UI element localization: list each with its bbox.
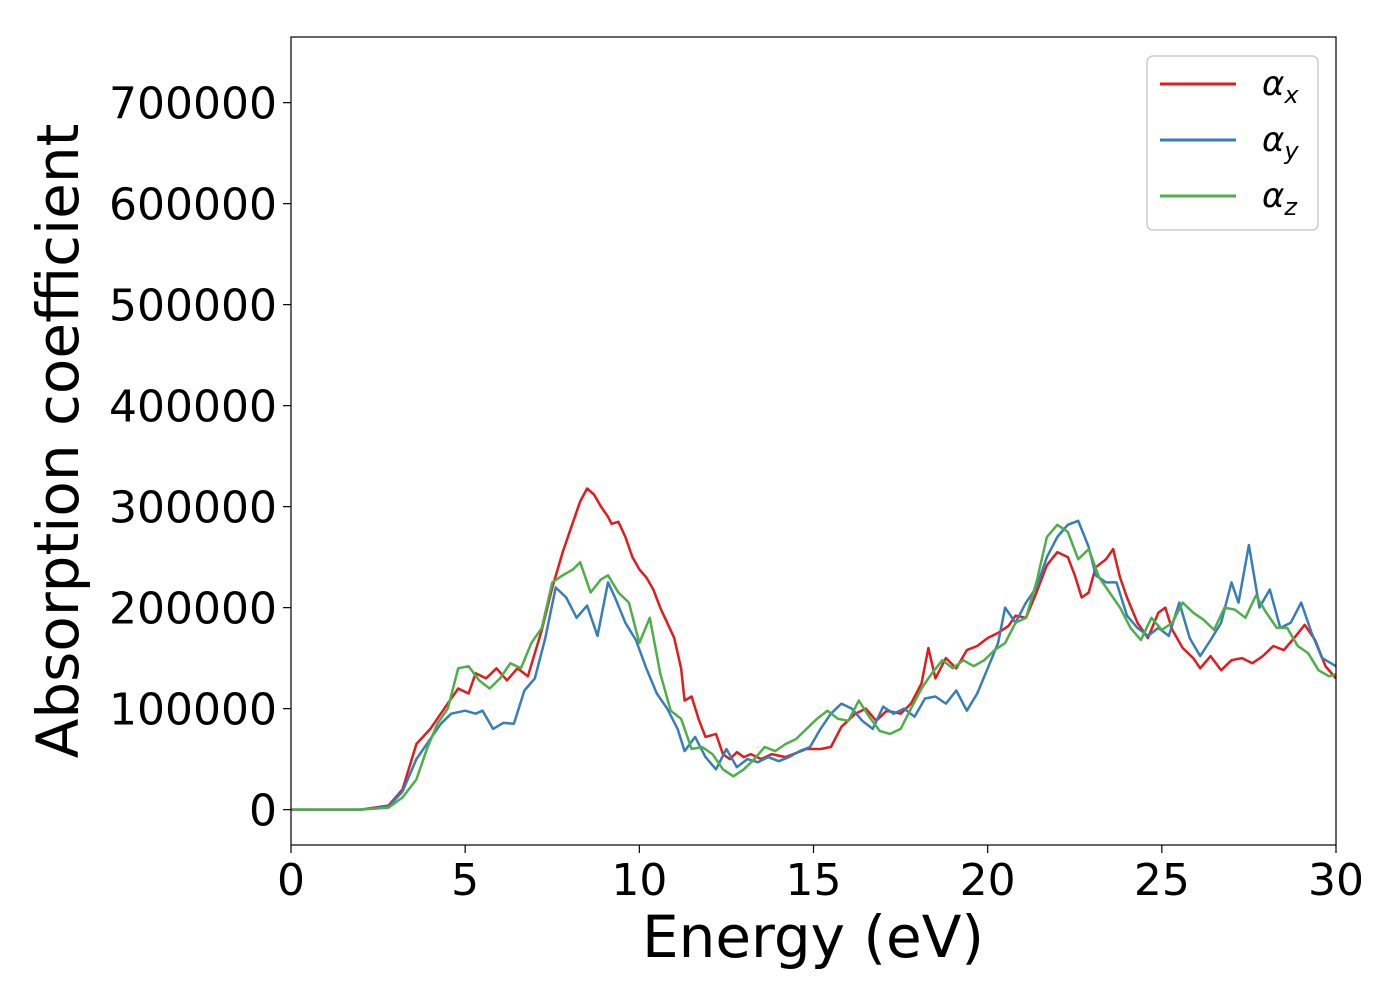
legend-label-alpha-x: αx (1262, 64, 1299, 109)
x-axis-label: Energy (eV) (642, 903, 984, 971)
y-tick-label: 200000 (109, 584, 277, 635)
x-tick-label: 30 (1308, 855, 1364, 906)
y-tick-label: 400000 (109, 382, 277, 433)
y-tick-label: 300000 (109, 483, 277, 534)
y-axis-label: Absorption coefficient (24, 124, 92, 759)
series-line-alpha-x (291, 487, 1336, 811)
y-tick-label: 700000 (109, 79, 277, 130)
legend-label-alpha-z: αz (1262, 176, 1298, 221)
legend-box (1146, 55, 1319, 231)
x-tick-label: 25 (1134, 855, 1190, 906)
y-tick-label: 100000 (109, 685, 277, 736)
legend: αx αy αz (1146, 55, 1319, 231)
y-tick-label: 500000 (109, 281, 277, 332)
x-tick-label: 5 (451, 855, 479, 906)
series-layer (291, 487, 1336, 811)
series-line-alpha-z (291, 523, 1336, 811)
y-axis: 0 100000 200000 300000 400000 500000 600000 700… (109, 79, 291, 837)
legend-label-alpha-y: αy (1262, 120, 1299, 165)
x-tick-label: 10 (611, 855, 667, 906)
x-axis: 0 5 10 15 20 25 30 (277, 845, 1364, 906)
x-tick-label: 15 (786, 855, 842, 906)
y-tick-label: 0 (249, 786, 277, 837)
y-tick-label: 600000 (109, 180, 277, 231)
x-tick-label: 0 (277, 855, 305, 906)
x-tick-label: 20 (960, 855, 1016, 906)
